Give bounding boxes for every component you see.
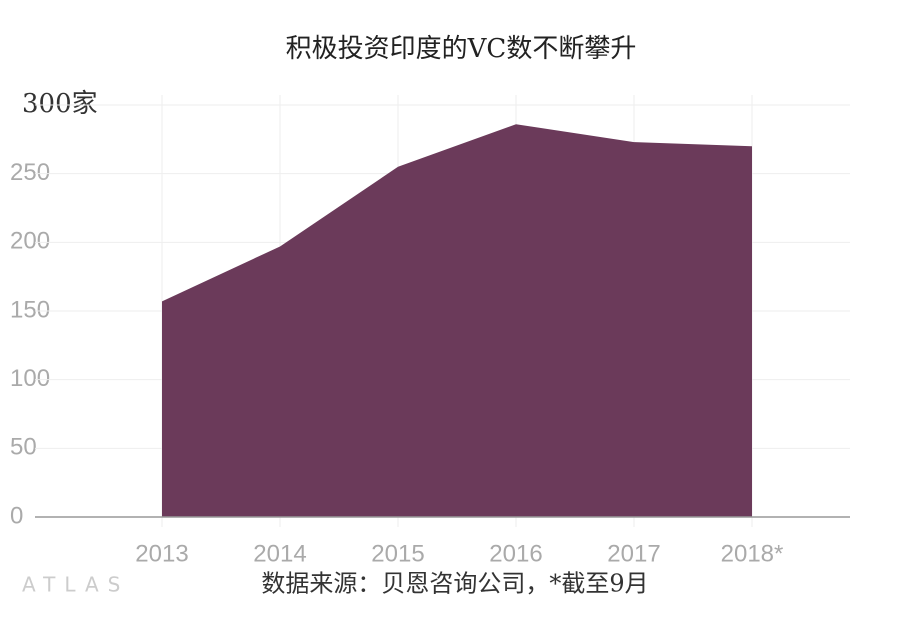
source-note: 数据来源：贝恩咨询公司，*截至9月 [261, 570, 648, 598]
x-tick-label: 2016 [489, 540, 542, 567]
chart-title: 积极投资印度的VC数不断攀升 [286, 34, 637, 64]
y-tick-label: 250 [10, 159, 50, 186]
x-tick-label: 2014 [253, 540, 306, 567]
y-tick-label: 300家 [22, 89, 98, 119]
x-tick-label: 2013 [135, 540, 188, 567]
y-tick-label: 150 [10, 296, 50, 323]
x-tick-label: 2018* [721, 540, 784, 567]
y-tick-label: 100 [10, 365, 50, 392]
y-tick-label: 200 [10, 228, 50, 255]
logo: ATLAS [22, 573, 129, 597]
area [162, 124, 752, 517]
x-tick-label: 2015 [371, 540, 424, 567]
y-tick-label: 50 [10, 434, 37, 461]
y-tick-label: 0 [10, 502, 23, 529]
x-tick-label: 2017 [607, 540, 660, 567]
